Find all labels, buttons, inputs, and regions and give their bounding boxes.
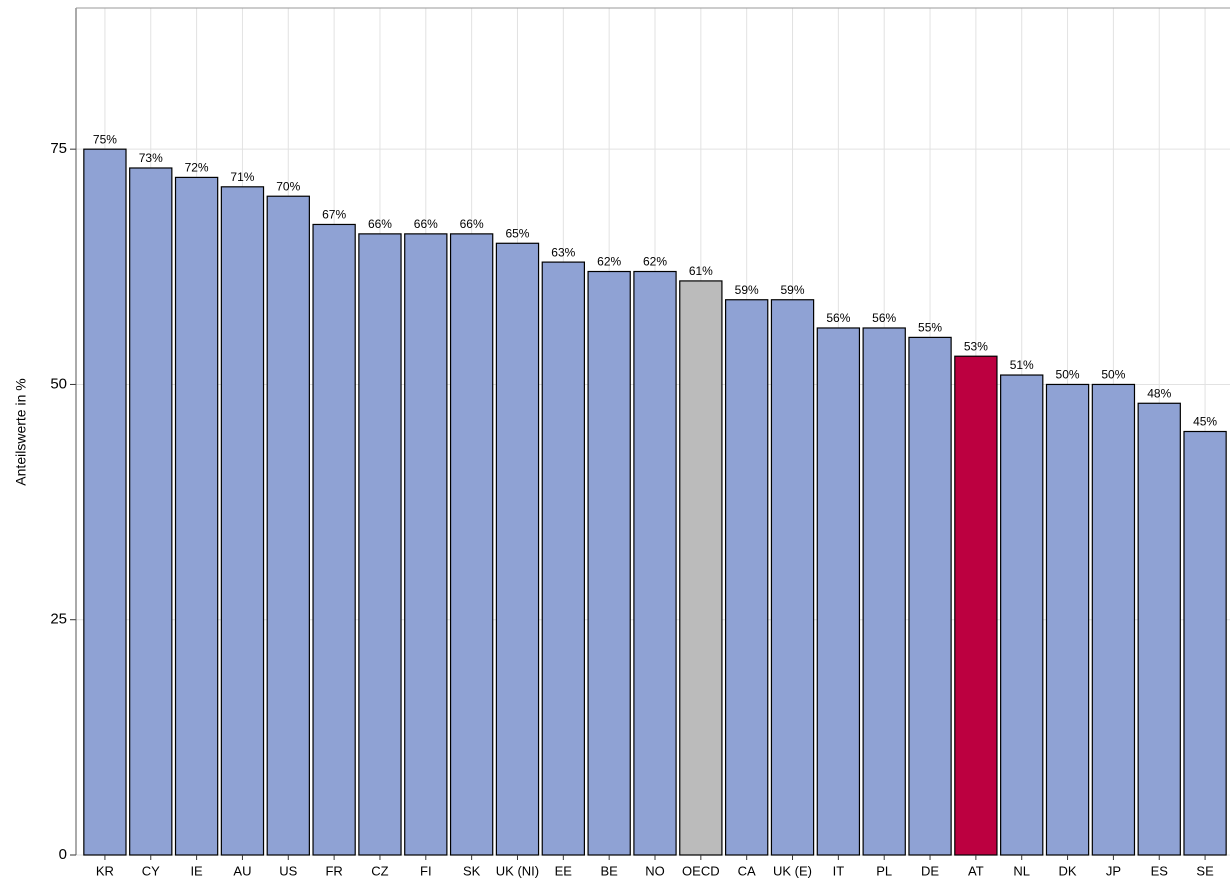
bar <box>266 195 310 856</box>
bar <box>404 233 448 856</box>
value-label: 55% <box>918 321 942 335</box>
x-tick-label: FR <box>325 863 342 878</box>
bar <box>1000 374 1044 856</box>
bar <box>954 355 998 856</box>
bar <box>1137 402 1181 856</box>
bar <box>83 148 127 856</box>
value-label: 61% <box>689 264 713 278</box>
x-tick-label: NL <box>1013 863 1030 878</box>
bar <box>679 280 723 856</box>
value-label: 67% <box>322 208 346 222</box>
x-tick-label: SK <box>463 863 481 878</box>
value-label: 53% <box>964 339 988 353</box>
bar <box>358 233 402 856</box>
value-label: 50% <box>1056 368 1080 382</box>
x-tick-label: EE <box>555 863 573 878</box>
value-label: 66% <box>368 217 392 231</box>
x-tick-label: IT <box>833 863 845 878</box>
value-label: 56% <box>872 311 896 325</box>
bar <box>541 261 586 856</box>
bar <box>129 167 173 856</box>
value-label: 66% <box>460 217 484 231</box>
bar <box>633 270 677 856</box>
x-tick-label: US <box>279 863 297 878</box>
value-label: 71% <box>230 170 254 184</box>
value-label: 48% <box>1147 386 1171 400</box>
value-label: 62% <box>643 255 667 269</box>
bar <box>312 223 356 856</box>
bar <box>1045 383 1090 856</box>
value-label: 62% <box>597 255 621 269</box>
value-label: 59% <box>735 283 759 297</box>
value-label: 51% <box>1010 358 1034 372</box>
x-tick-label: BE <box>600 863 618 878</box>
x-tick-label: SE <box>1196 863 1214 878</box>
x-tick-label: UK (E) <box>773 863 812 878</box>
bar <box>1183 430 1227 856</box>
value-label: 66% <box>414 217 438 231</box>
x-tick-label: FI <box>420 863 432 878</box>
x-tick-label: NO <box>645 863 665 878</box>
y-axis-label: Anteilswerte in % <box>13 378 29 485</box>
value-label: 50% <box>1101 368 1125 382</box>
value-label: 75% <box>93 132 117 146</box>
y-tick-label: 50 <box>50 375 67 392</box>
value-label: 73% <box>139 151 163 165</box>
x-tick-label: AU <box>233 863 251 878</box>
x-tick-label: UK (NI) <box>496 863 539 878</box>
value-label: 70% <box>276 179 300 193</box>
bar <box>495 242 540 856</box>
y-tick-label: 75 <box>50 140 67 157</box>
x-tick-label: CA <box>738 863 756 878</box>
value-label: 59% <box>781 283 805 297</box>
value-label: 45% <box>1193 415 1217 429</box>
x-tick-label: CZ <box>371 863 388 878</box>
value-label: 72% <box>185 161 209 175</box>
x-tick-label: JP <box>1106 863 1121 878</box>
bar <box>1091 383 1136 856</box>
x-tick-label: DK <box>1059 863 1077 878</box>
bar <box>770 299 815 856</box>
bar <box>449 233 494 856</box>
bar <box>174 176 219 856</box>
value-label: 56% <box>826 311 850 325</box>
y-tick-label: 25 <box>50 611 67 628</box>
x-tick-label: CY <box>142 863 160 878</box>
value-label: 63% <box>551 245 575 259</box>
y-tick-label: 0 <box>59 846 67 863</box>
bar <box>816 327 861 856</box>
bar <box>862 327 906 856</box>
bar <box>220 186 265 856</box>
x-tick-label: IE <box>190 863 203 878</box>
x-tick-label: AT <box>968 863 984 878</box>
value-label: 65% <box>505 226 529 240</box>
x-tick-label: DE <box>921 863 939 878</box>
bar <box>908 336 952 856</box>
x-tick-label: KR <box>96 863 114 878</box>
x-tick-label: OECD <box>682 863 720 878</box>
bar <box>587 270 631 856</box>
bar <box>724 299 769 856</box>
x-tick-label: PL <box>876 863 892 878</box>
x-tick-label: ES <box>1151 863 1169 878</box>
